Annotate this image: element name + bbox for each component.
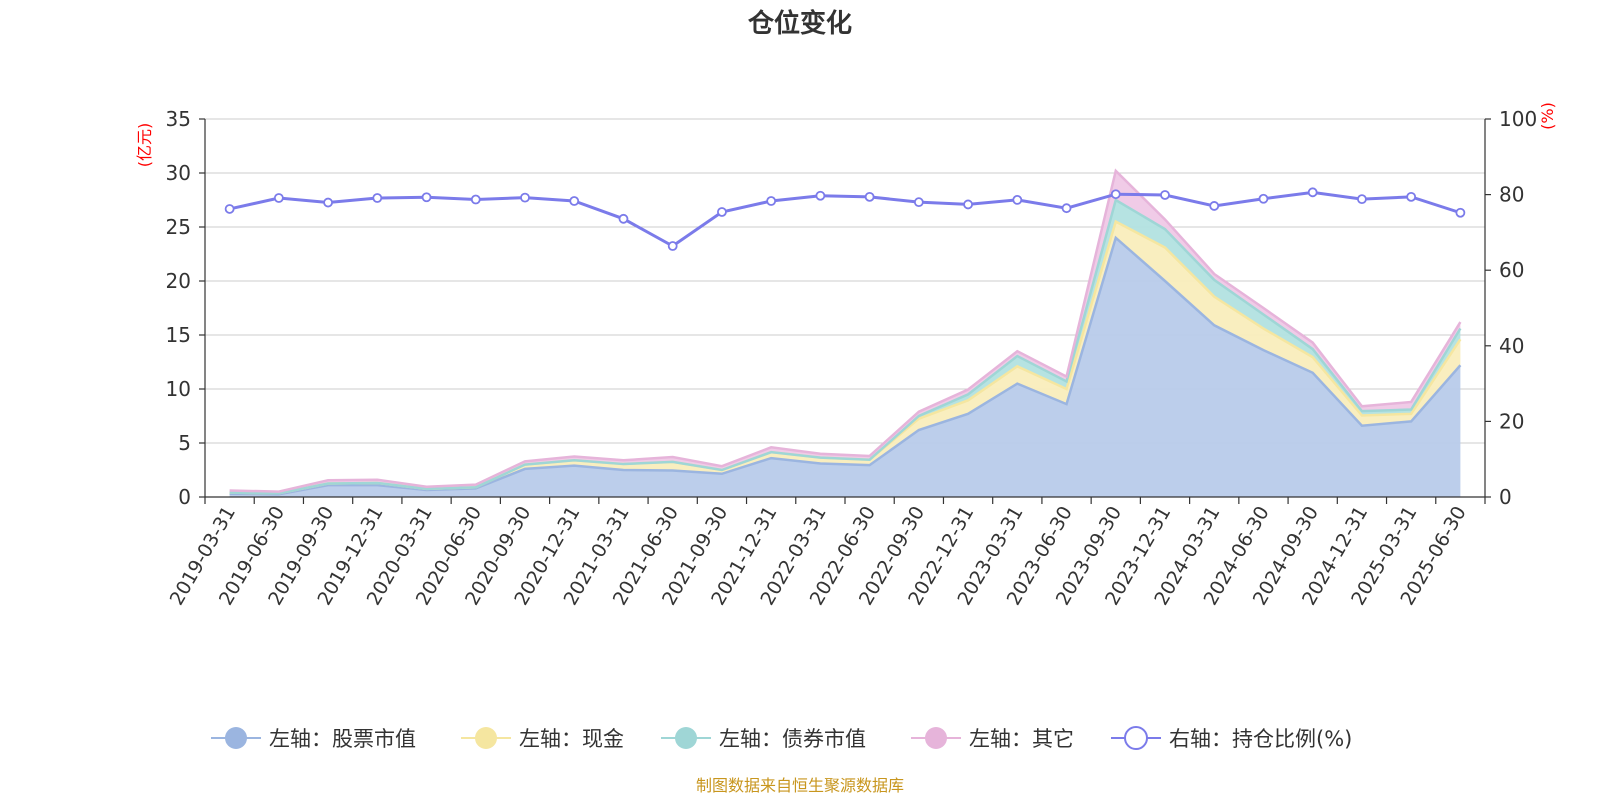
ratio-point — [1061, 203, 1072, 214]
left-tick-label: 25 — [166, 215, 191, 239]
right-tick-label: 100 — [1499, 107, 1537, 131]
ratio-point — [1110, 189, 1121, 200]
data-source-note: 制图数据来自恒生聚源数据库 — [696, 776, 904, 795]
area-edge-左轴：其它 — [229, 168, 1462, 493]
ratio-point — [618, 213, 629, 224]
grid — [205, 118, 1485, 444]
legend-label: 右轴：持仓比例(%) — [1169, 727, 1352, 751]
ratio-point — [372, 193, 383, 203]
area-左轴：股票市值 — [229, 237, 1461, 498]
legend-label: 左轴：股票市值 — [269, 727, 416, 751]
legend-label: 左轴：债券市值 — [719, 727, 866, 751]
ratio-point — [470, 194, 481, 205]
right-axis-unit: (%) — [1538, 102, 1557, 130]
left-tick-label: 5 — [178, 431, 191, 455]
left-tick-label: 10 — [166, 377, 191, 401]
legend-marker — [1124, 726, 1148, 750]
ratio-point — [667, 241, 678, 251]
ratio-point — [1406, 191, 1417, 202]
ratio-point — [1455, 207, 1466, 218]
right-tick-label: 40 — [1499, 334, 1524, 358]
ratio-point — [913, 197, 924, 208]
stacked-areas — [229, 168, 1462, 498]
axes: 051015202530350204060801002019-03-312019… — [166, 107, 1538, 609]
legend-marker — [675, 727, 697, 749]
ratio-point — [1307, 187, 1318, 198]
legend-marker — [475, 727, 497, 749]
left-tick-label: 35 — [166, 107, 191, 131]
ratio-point — [1209, 201, 1220, 211]
left-axis-unit: (亿元) — [135, 123, 154, 168]
ratio-point — [717, 207, 727, 217]
legend-marker — [925, 727, 947, 749]
ratio-point — [864, 191, 875, 202]
right-tick-label: 60 — [1499, 258, 1524, 282]
right-tick-label: 80 — [1499, 183, 1524, 207]
left-tick-label: 20 — [166, 269, 191, 293]
left-tick-label: 30 — [166, 161, 191, 185]
right-tick-label: 20 — [1499, 409, 1524, 433]
ratio-point — [224, 204, 235, 214]
ratio-point — [1012, 194, 1023, 205]
ratio-point — [421, 192, 432, 203]
ratio-point — [273, 193, 284, 203]
legend: 左轴：股票市值 左轴：现金 左轴：债券市值 左轴：其它 右轴：持仓比例(%) — [211, 726, 1352, 751]
left-tick-label: 15 — [166, 323, 191, 347]
ratio-point — [323, 197, 333, 208]
right-tick-label: 0 — [1499, 485, 1512, 509]
chart-title: 仓位变化 — [747, 8, 852, 39]
ratio-point — [815, 190, 826, 201]
legend-label: 左轴：其它 — [969, 727, 1074, 751]
left-tick-label: 0 — [178, 485, 191, 509]
ratio-line-path — [229, 190, 1461, 248]
ratio-point — [963, 199, 973, 210]
area-edge-左轴：债券市值 — [229, 198, 1462, 495]
legend-marker — [225, 727, 247, 749]
ratio-point — [1258, 193, 1269, 204]
ratio-point — [766, 196, 777, 206]
legend-label: 左轴：现金 — [519, 727, 624, 751]
ratio-point — [520, 192, 530, 203]
ratio-point — [1357, 194, 1367, 205]
ratio-point — [569, 196, 580, 206]
ratio-point — [1160, 190, 1170, 200]
ratio-line — [224, 187, 1466, 251]
